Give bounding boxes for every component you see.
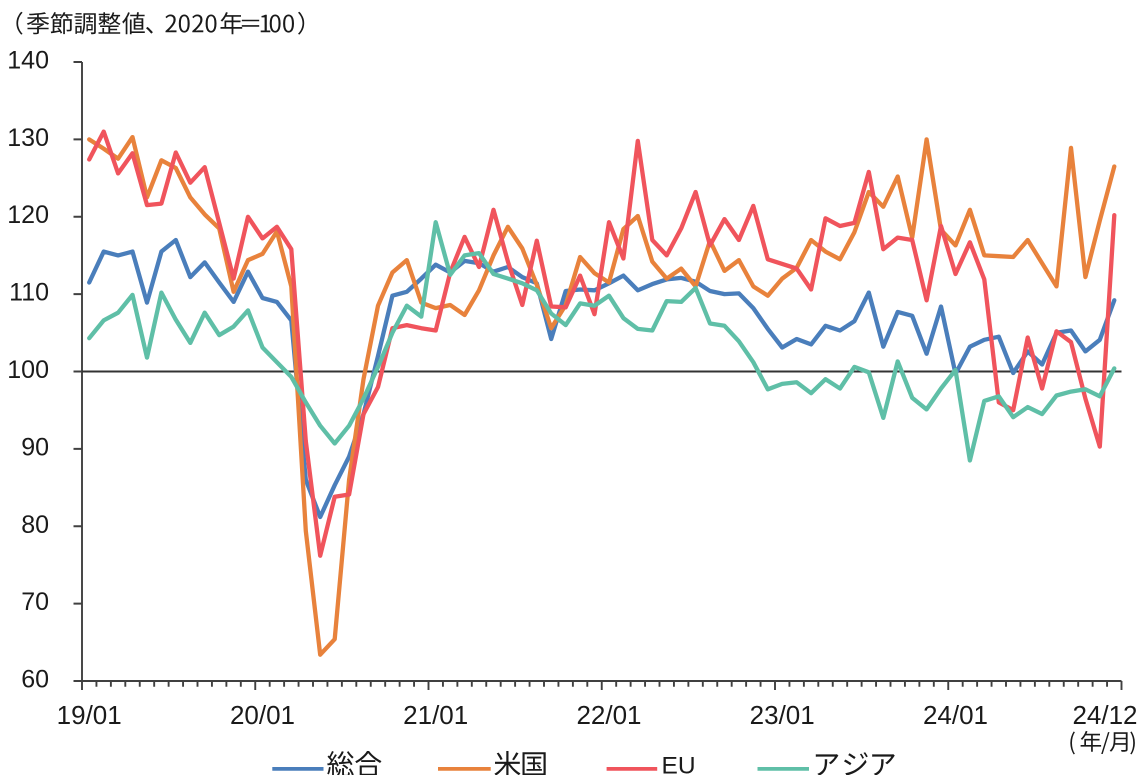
- svg-text:24/12: 24/12: [1072, 700, 1137, 730]
- svg-text:110: 110: [9, 279, 49, 307]
- svg-text:19/01: 19/01: [57, 700, 122, 730]
- svg-text:80: 80: [21, 511, 49, 539]
- svg-text:120: 120: [7, 201, 49, 229]
- svg-text:22/01: 22/01: [576, 700, 641, 730]
- svg-text:100: 100: [7, 356, 49, 384]
- svg-text:20/01: 20/01: [230, 700, 295, 730]
- svg-text:21/01: 21/01: [403, 700, 468, 730]
- svg-text:24/01: 24/01: [923, 700, 988, 730]
- svg-text:140: 140: [7, 47, 49, 75]
- svg-text:90: 90: [21, 433, 49, 461]
- svg-text:130: 130: [7, 124, 49, 152]
- svg-text:23/01: 23/01: [750, 700, 815, 730]
- svg-text:70: 70: [21, 588, 49, 616]
- svg-text:60: 60: [21, 666, 49, 694]
- svg-text:EU: EU: [662, 753, 696, 775]
